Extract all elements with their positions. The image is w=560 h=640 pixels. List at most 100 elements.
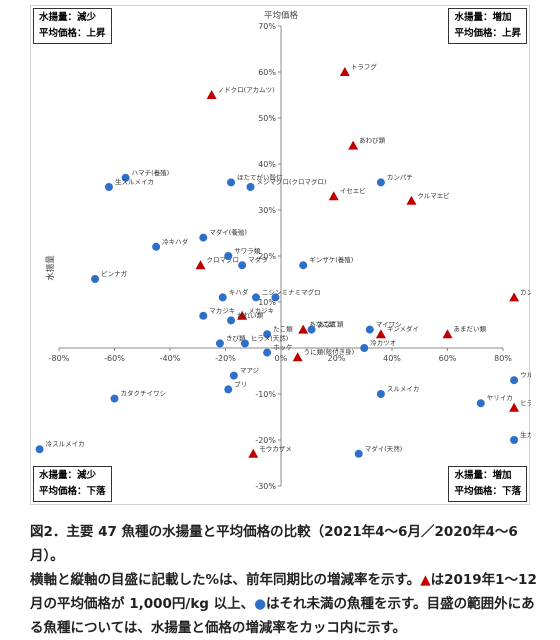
triangle-point: [442, 329, 453, 339]
circle-point: [299, 261, 308, 270]
circle-point: [263, 330, 272, 339]
point-label: メジマグロ(クロマグロ): [256, 177, 326, 186]
y-tick-label: 50%: [258, 114, 276, 123]
point-label: きび類: [226, 333, 246, 342]
point-label: ビンナガ: [101, 269, 128, 278]
circle-point: [240, 339, 249, 348]
circle-point: [510, 376, 519, 385]
triangle-point: [375, 329, 386, 339]
circle-point: [110, 394, 119, 403]
point-label: トラフグ: [351, 62, 378, 71]
y-tick-label: 20%: [258, 252, 276, 261]
y-tick-label: 60%: [258, 68, 276, 77]
y-tick-label: -20%: [255, 436, 276, 445]
point-label: 冷スルメイカ: [46, 439, 85, 448]
circle-point: [229, 371, 238, 380]
point-label: ヒラメ（蓄養）: [520, 398, 531, 407]
point-label: あわび類: [359, 136, 386, 145]
triangle-point: [348, 140, 359, 150]
quadrant-quantity: 水揚量：減少: [39, 470, 97, 481]
point-label: クルマエビ: [417, 191, 449, 200]
circle-legend-icon: ●: [254, 596, 266, 612]
point-label: 冷キハダ: [162, 237, 189, 246]
triangle-point: [292, 352, 303, 362]
quadrant-quantity: 水揚量：増加: [454, 470, 512, 481]
x-tick-label: 40%: [383, 354, 401, 363]
caption-line-2-text: 横軸と縦軸の目盛に記載した%は、前年同期比の増減率を示す。: [30, 572, 421, 588]
caption-line-4b: はそれ未満の魚種を示す。目盛の範囲外にあ: [265, 596, 535, 612]
point-label: ヤリイカ: [487, 394, 513, 402]
caption-line-2: 横軸と縦軸の目盛に記載した%は、前年同期比の増減率を示す。▲は2019年1～12: [30, 568, 550, 592]
quadrant-label-bottom-right: 水揚量：増加 平均価格：下落: [448, 466, 527, 502]
circle-point: [246, 183, 255, 191]
triangle-point: [328, 191, 339, 201]
point-label: カンパチ: [520, 288, 531, 296]
quadrant-label-top-right: 水揚量：増加 平均価格：上昇: [448, 8, 527, 44]
point-label: ハマチ(養殖): [132, 168, 170, 177]
point-label: イセエビ: [340, 186, 366, 195]
point-label: ほたてがい殻付: [237, 172, 283, 181]
circle-point: [365, 325, 374, 334]
point-label: 生カツオ: [520, 430, 531, 439]
circle-point: [376, 178, 385, 187]
point-label: あまだい類: [454, 324, 487, 333]
quadrant-price: 平均価格：上昇: [39, 28, 106, 39]
caption-line-4: 月の平均価格が 1,000円/kg 以上、: [30, 596, 255, 612]
circle-point: [307, 325, 316, 334]
circle-point: [199, 311, 208, 320]
circle-point: [227, 316, 236, 325]
circle-point: [152, 242, 161, 251]
point-label: キンメダイ: [387, 324, 419, 333]
quadrant-price: 平均価格：上昇: [454, 28, 521, 39]
circle-point: [215, 339, 224, 348]
point-label: かれい類: [237, 310, 263, 319]
point-label: ニシン: [262, 288, 282, 296]
point-label: マイワシ: [376, 321, 402, 329]
quadrant-label-bottom-left: 水揚量：減少 平均価格：下落: [33, 466, 112, 502]
point-label: メカジキ: [248, 307, 274, 315]
point-label: ウルメイワシ: [520, 371, 531, 379]
point-label: スルメイカ: [387, 385, 420, 393]
point-label: サワラ類: [234, 246, 261, 255]
triangle-point: [195, 260, 206, 270]
x-tick-label: 20%: [328, 354, 346, 363]
circle-point: [376, 390, 385, 398]
triangle-point: [298, 324, 309, 334]
triangle-point: [509, 402, 520, 412]
circle-point: [271, 293, 280, 302]
point-label: ブリ: [234, 379, 247, 388]
point-label: たこ類: [273, 324, 293, 333]
y-tick-label: 40%: [258, 160, 276, 169]
chart-frame: -80% -60% -40% -20% 0% 20% 40% 60% 80% -30% -20% -1…: [30, 5, 560, 505]
circle-point: [238, 261, 247, 270]
y-tick-label: 30%: [258, 206, 276, 215]
point-label: カタクチイワシ: [121, 389, 167, 398]
point-label: あなご類: [318, 320, 345, 329]
triangle-point: [206, 90, 217, 99]
point-label: ギンザケ(養殖): [309, 255, 353, 264]
x-tick-label: -60%: [104, 354, 125, 363]
point-label: マダラ: [248, 255, 268, 264]
point-label: マアジ: [240, 367, 260, 375]
quadrant-quantity: 水揚量：増加: [454, 12, 512, 23]
circle-point: [252, 293, 261, 302]
circle-point: [263, 348, 272, 357]
point-label: マカジキ: [209, 307, 235, 315]
circle-point: [476, 399, 485, 408]
quadrant-label-top-left: 水揚量：減少 平均価格：上昇: [33, 8, 112, 44]
triangle-point: [339, 67, 350, 76]
triangle-legend-icon: ▲: [420, 572, 431, 588]
y-tick-label: 70%: [258, 22, 276, 31]
circle-point: [218, 293, 227, 302]
point-label: ノドクロ(アカムツ): [218, 86, 275, 94]
point-label: 生スルメイカ: [115, 177, 154, 186]
circle-point: [354, 449, 363, 458]
triangle-point: [237, 310, 248, 320]
circle-point: [224, 252, 233, 260]
point-label: マダイ(養殖): [209, 228, 247, 237]
circle-point: [510, 436, 519, 444]
circle-point: [227, 178, 236, 187]
triangle-point: [406, 195, 417, 205]
point-label: ヒラメ(天然): [251, 333, 288, 342]
caption-line-1: 図2．主要 47 魚種の水揚量と平均価格の比較（2021年4～6月／2020年4…: [30, 524, 518, 564]
